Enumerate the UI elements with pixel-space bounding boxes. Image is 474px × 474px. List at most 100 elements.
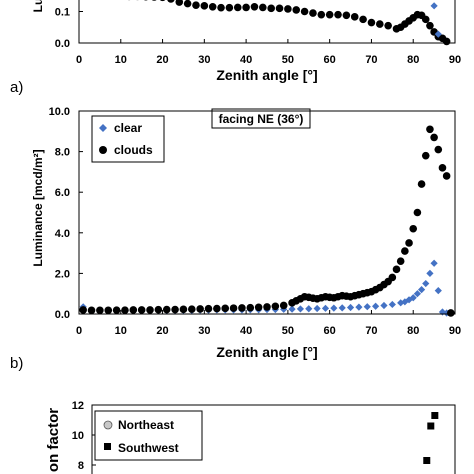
data-point bbox=[405, 239, 413, 247]
y-tick-label: 0.0 bbox=[55, 309, 70, 321]
y-tick-label: 10.0 bbox=[49, 106, 70, 118]
x-tick-label: 70 bbox=[365, 325, 377, 337]
data-point bbox=[417, 180, 426, 188]
x-tick-label: 90 bbox=[449, 54, 461, 66]
data-point bbox=[254, 303, 263, 312]
data-point bbox=[167, 0, 175, 3]
data-point bbox=[438, 164, 447, 172]
data-point bbox=[259, 3, 267, 12]
y-tick-label: 0.0 bbox=[55, 38, 70, 50]
data-point bbox=[151, 0, 157, 1]
data-point bbox=[300, 7, 309, 16]
data-point bbox=[305, 305, 313, 313]
x-tick-label: 80 bbox=[407, 325, 419, 337]
data-point bbox=[317, 10, 326, 19]
y-tick-label: 12 bbox=[72, 400, 84, 412]
data-point bbox=[434, 30, 442, 38]
data-point bbox=[422, 279, 430, 288]
bottom-chart: on factor 8 10 12 Northeast Southwest bbox=[45, 400, 456, 474]
data-point bbox=[137, 306, 146, 314]
data-point bbox=[309, 9, 317, 17]
data-point bbox=[292, 6, 301, 14]
x-tick-label: 30 bbox=[198, 325, 210, 337]
y-tick-label: 10 bbox=[72, 430, 84, 442]
x-tick-label: 40 bbox=[240, 54, 252, 66]
y-tick-label: 6.0 bbox=[55, 187, 70, 199]
top-x-axis-label: Zenith angle [°] bbox=[216, 67, 317, 83]
data-point bbox=[442, 172, 451, 180]
data-point bbox=[233, 3, 242, 12]
top-chart: Lu 0.0 0.1 0 10 20 30 40 50 60 70 80 90 Zenith ang… bbox=[31, 0, 461, 83]
data-point bbox=[196, 305, 204, 313]
data-point bbox=[188, 305, 196, 313]
y-tick-label: 0.1 bbox=[55, 7, 70, 19]
x-tick-label: 0 bbox=[76, 325, 82, 337]
x-tick-label: 60 bbox=[324, 325, 336, 337]
data-point bbox=[96, 306, 104, 315]
x-tick-label: 40 bbox=[240, 325, 252, 337]
top-y-axis-label: Lu bbox=[31, 0, 45, 12]
chart-title: facing NE (36°) bbox=[219, 112, 304, 126]
data-point bbox=[213, 304, 221, 313]
data-point bbox=[447, 309, 455, 317]
middle-legend: clear clouds bbox=[91, 115, 165, 163]
data-point bbox=[221, 304, 230, 313]
data-point bbox=[431, 412, 439, 419]
x-tick-label: 10 bbox=[115, 325, 127, 337]
data-point bbox=[372, 302, 380, 310]
data-point bbox=[271, 302, 280, 311]
data-point bbox=[183, 0, 192, 8]
data-point bbox=[334, 10, 342, 19]
data-point bbox=[443, 309, 451, 317]
middle-y-axis-label: Luminance [mcd/m²] bbox=[31, 149, 45, 266]
data-point bbox=[146, 306, 154, 314]
middle-legend-box bbox=[91, 115, 165, 163]
legend-marker-clouds bbox=[99, 146, 107, 154]
chart-title-box bbox=[211, 108, 311, 129]
data-point bbox=[330, 304, 338, 312]
x-tick-label: 60 bbox=[324, 54, 336, 66]
x-tick-label: 0 bbox=[76, 54, 82, 66]
bottom-legend-box bbox=[94, 410, 203, 461]
data-point bbox=[346, 303, 355, 312]
data-point bbox=[434, 287, 442, 295]
data-point bbox=[175, 0, 184, 6]
data-point bbox=[342, 11, 351, 20]
data-point bbox=[388, 273, 397, 282]
data-point bbox=[384, 21, 392, 30]
data-point bbox=[413, 208, 422, 217]
bottom-y-axis-label: on factor bbox=[45, 408, 62, 472]
data-point bbox=[275, 4, 284, 13]
data-point bbox=[246, 303, 255, 312]
y-tick-label: 8.0 bbox=[55, 147, 70, 159]
x-tick-label: 50 bbox=[282, 325, 294, 337]
data-point bbox=[296, 305, 305, 313]
data-point bbox=[427, 422, 435, 430]
legend-marker-northeast bbox=[103, 420, 113, 430]
data-point bbox=[423, 457, 431, 464]
data-point bbox=[204, 304, 213, 313]
legend-label-northeast: Northeast bbox=[118, 418, 174, 432]
data-point bbox=[162, 305, 171, 314]
data-point bbox=[376, 20, 384, 28]
bottom-legend: Northeast Southwest bbox=[94, 410, 203, 461]
data-point bbox=[79, 306, 87, 314]
data-point bbox=[430, 2, 438, 10]
data-point bbox=[426, 125, 434, 134]
data-point bbox=[159, 0, 166, 2]
data-point bbox=[112, 306, 121, 314]
data-point bbox=[263, 303, 271, 311]
data-point bbox=[87, 306, 96, 315]
data-point bbox=[321, 304, 330, 312]
y-tick-label: 8 bbox=[78, 460, 84, 472]
data-point bbox=[409, 294, 417, 302]
data-point bbox=[401, 247, 409, 255]
x-tick-label: 90 bbox=[449, 325, 461, 337]
data-point bbox=[426, 21, 434, 30]
data-point bbox=[288, 305, 296, 313]
legend-marker-clear bbox=[99, 124, 107, 132]
data-point bbox=[426, 269, 434, 277]
data-point bbox=[171, 305, 179, 314]
middle-x-axis-label: Zenith angle [°] bbox=[216, 344, 317, 360]
